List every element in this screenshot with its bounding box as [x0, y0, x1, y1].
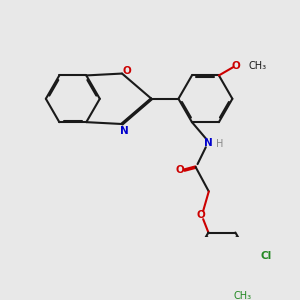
Text: O: O — [197, 210, 206, 220]
Text: O: O — [231, 61, 240, 71]
Text: O: O — [176, 165, 184, 175]
Text: CH₃: CH₃ — [234, 292, 252, 300]
Text: O: O — [122, 66, 131, 76]
Text: CH₃: CH₃ — [249, 61, 267, 71]
Text: Cl: Cl — [261, 251, 272, 261]
Text: N: N — [204, 138, 213, 148]
Text: H: H — [216, 139, 223, 149]
Text: N: N — [119, 126, 128, 136]
